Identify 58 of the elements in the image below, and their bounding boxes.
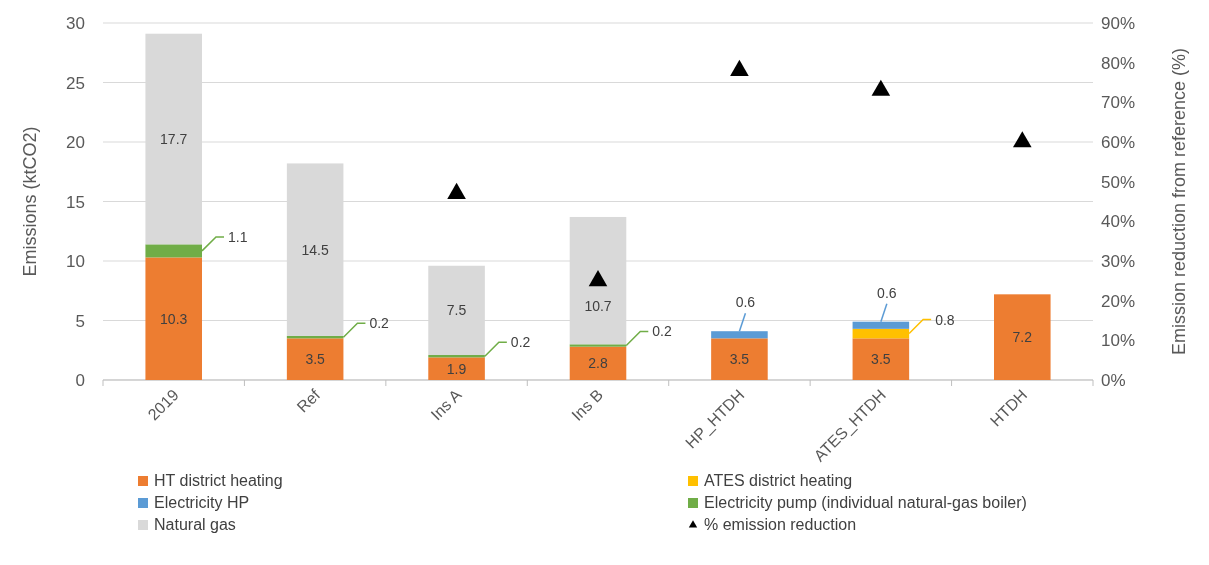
data-label: 3.5 (305, 351, 326, 368)
data-label: 1.1 (228, 228, 248, 245)
data-label: 2.8 (588, 355, 608, 372)
x-tick-label: Ins A (427, 385, 465, 424)
data-label: 0.2 (369, 315, 390, 332)
data-label: 3.5 (729, 351, 750, 368)
y-tick-label: 5 (75, 311, 85, 331)
legend-label: HT district heating (154, 472, 283, 489)
y2-tick-label: 70% (1101, 93, 1136, 113)
y2-tick-label: 50% (1101, 172, 1136, 192)
data-label: 17.7 (160, 131, 188, 148)
y-tick-label: 0 (75, 371, 85, 390)
data-label: 0.6 (735, 294, 756, 311)
y-tick-label: 15 (66, 192, 85, 212)
bar (569, 344, 627, 347)
y-tick-label: 30 (66, 14, 85, 33)
legend-label: Natural gas (154, 516, 236, 533)
bar (286, 338, 344, 380)
legend-label: ATES district heating (704, 472, 853, 489)
y2-tick-label: 10% (1101, 331, 1136, 351)
data-label: 10.3 (160, 310, 188, 327)
bar (428, 357, 485, 380)
data-label: 0.2 (510, 334, 531, 351)
y2-tick-label: 40% (1101, 212, 1136, 232)
data-label: 0.2 (652, 323, 672, 340)
x-tick-label: Ins B (568, 386, 607, 424)
bar (852, 338, 910, 380)
bar (994, 294, 1051, 380)
data-label: 14.5 (301, 241, 329, 258)
legend-label: % emission reduction (704, 516, 857, 533)
data-label: 10.7 (584, 297, 612, 314)
data-label: 3.5 (871, 351, 891, 368)
data-label: 0.8 (935, 311, 955, 328)
y2-tick-label: 20% (1101, 291, 1136, 311)
y-tick-label: 10 (66, 252, 85, 271)
bar (852, 328, 910, 339)
y2-tick-label: 0% (1101, 371, 1126, 390)
x-tick-label: Ref (293, 385, 324, 416)
y-axis-title: Emissions (ktCO2) (20, 126, 40, 277)
legend-label: Electricity pump (individual natural-gas boiler) (704, 494, 1027, 511)
legend-label: Electricity HP (154, 494, 250, 511)
data-label: 7.2 (1012, 329, 1033, 346)
y-tick-label: 25 (66, 73, 85, 93)
bar (145, 244, 202, 258)
y2-tick-label: 30% (1101, 252, 1136, 271)
y-tick-label: 20 (66, 133, 85, 152)
data-label: 7.5 (446, 302, 467, 319)
y2-tick-label: 60% (1101, 133, 1136, 152)
bar (145, 257, 202, 380)
y2-tick-label: 80% (1101, 53, 1136, 73)
data-label: 1.9 (446, 360, 467, 377)
bar (569, 346, 627, 380)
bar (711, 338, 768, 380)
y2-tick-label: 90% (1101, 14, 1136, 33)
data-label: 0.6 (877, 284, 897, 301)
bar (852, 321, 910, 329)
bar (711, 331, 768, 339)
y2-axis-title: Emission reduction from reference (%) (1169, 47, 1189, 356)
